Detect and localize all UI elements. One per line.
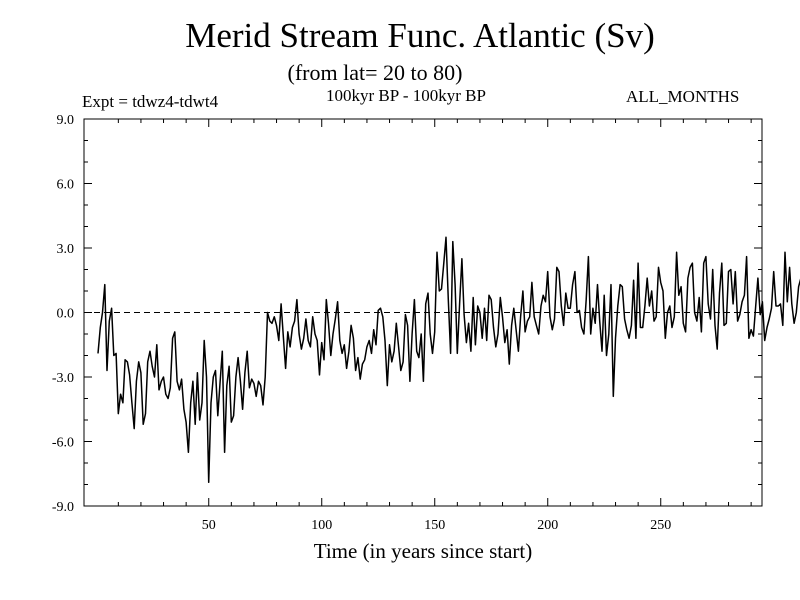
y-tick-label: 3.0 xyxy=(57,242,75,257)
x-tick-label: 100 xyxy=(311,518,332,533)
y-tick-label: 6.0 xyxy=(57,178,75,193)
experiment-label: Expt = tdwz4-tdwt4 xyxy=(82,92,219,111)
x-tick-label: 50 xyxy=(202,518,216,533)
x-tick-label: 150 xyxy=(424,518,445,533)
y-tick-label: -6.0 xyxy=(52,436,74,451)
y-tick-label: -3.0 xyxy=(52,371,74,386)
x-axis-label: Time (in years since start) xyxy=(313,539,533,563)
series-line xyxy=(97,236,800,484)
y-tick-label: 9.0 xyxy=(57,113,75,128)
period-label: 100kyr BP - 100kyr BP xyxy=(326,86,486,105)
y-tick-label: 0.0 xyxy=(57,307,75,322)
chart-title: Merid Stream Func. Atlantic (Sv) xyxy=(185,16,655,55)
chart-subtitle: (from lat= 20 to 80) xyxy=(287,60,463,85)
x-tick-label: 250 xyxy=(650,518,671,533)
y-tick-label: -9.0 xyxy=(52,500,74,515)
months-label: ALL_MONTHS xyxy=(626,87,740,106)
x-tick-label: 200 xyxy=(537,518,558,533)
